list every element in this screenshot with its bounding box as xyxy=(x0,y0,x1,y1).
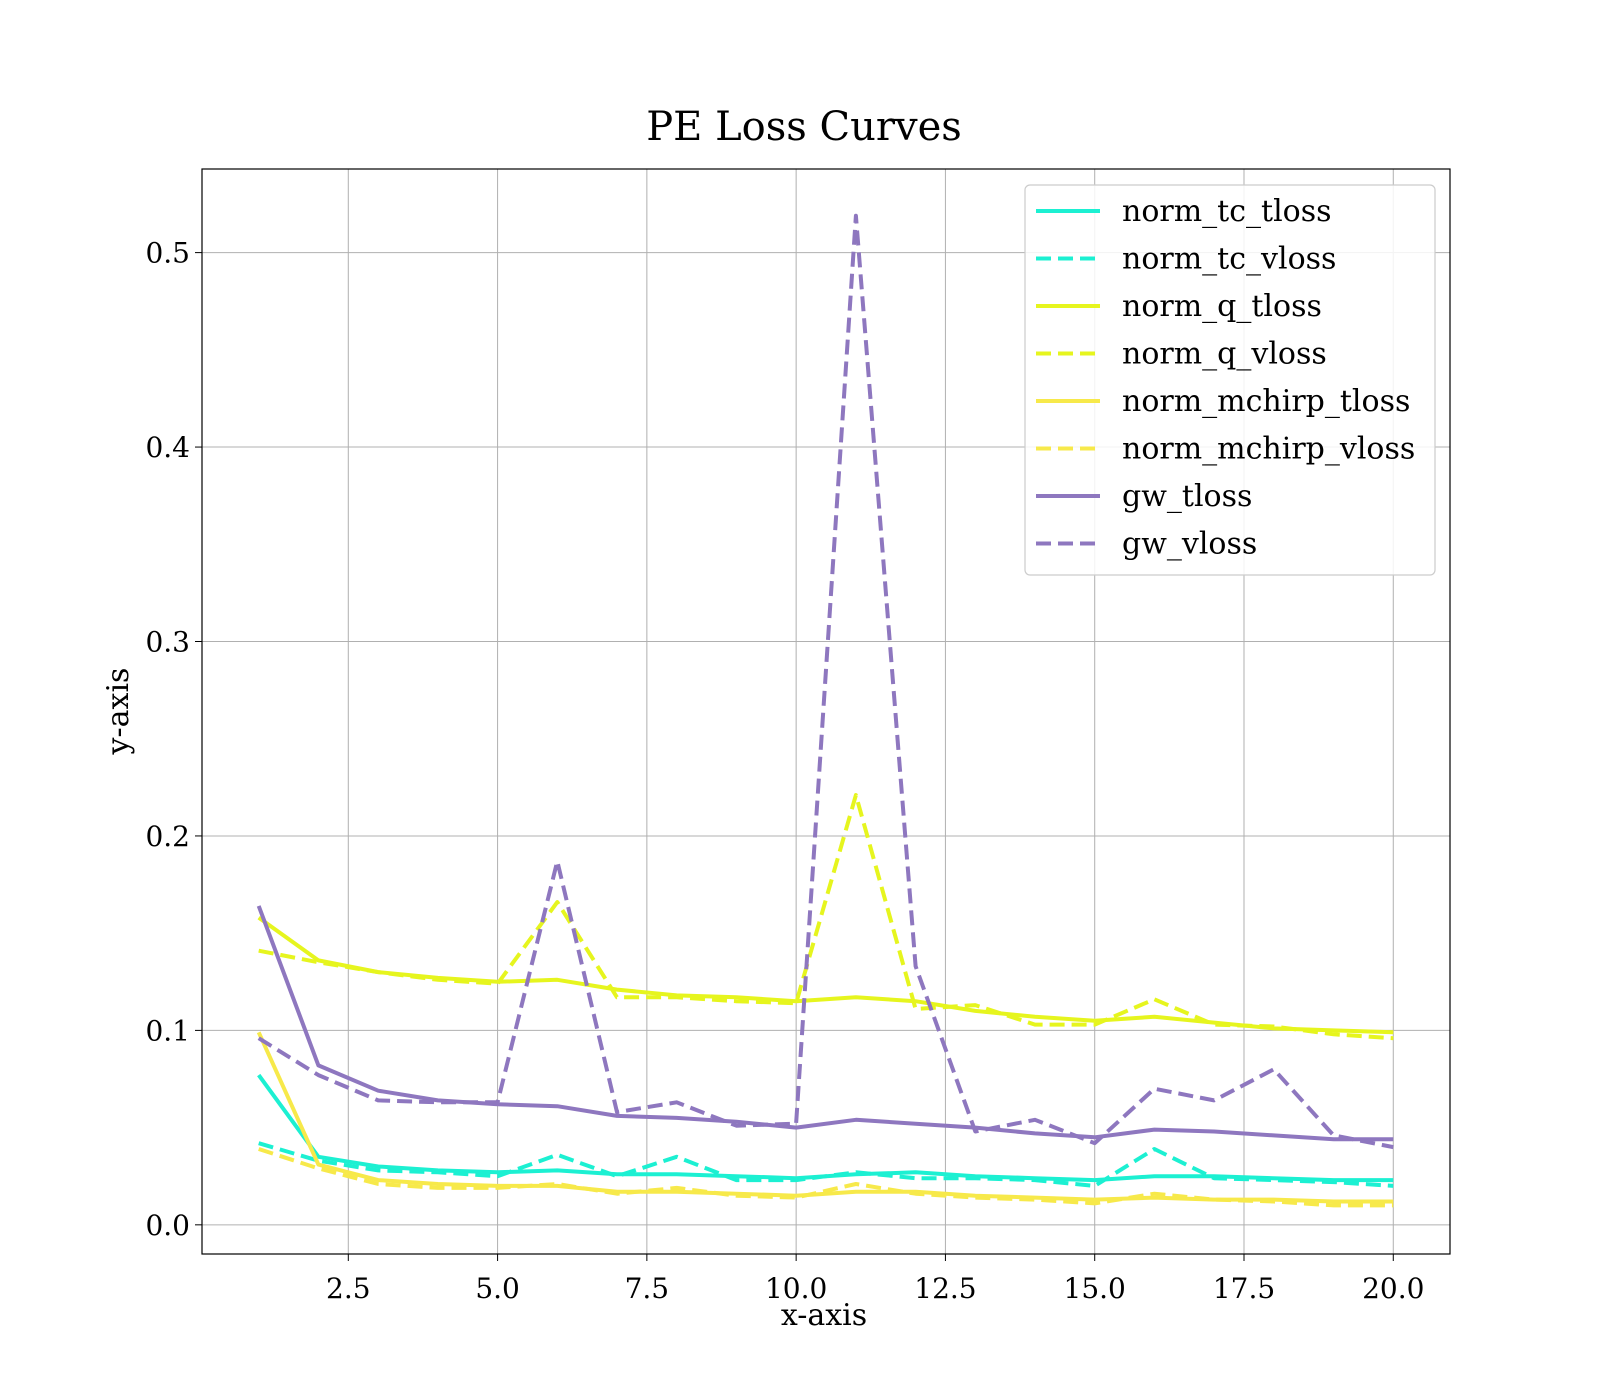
y-tick-label: 0.4 xyxy=(145,431,190,464)
y-axis-label: y-axis xyxy=(101,668,136,756)
series-line-norm-mchirp-vloss xyxy=(258,1147,1394,1208)
x-tick-label: 17.5 xyxy=(1213,1272,1275,1305)
series-line-norm-q-tloss xyxy=(257,915,1394,1035)
legend-box xyxy=(1024,184,1436,576)
legend-label: gw_vloss xyxy=(1122,527,1257,562)
legend-label: norm_mchirp_vloss xyxy=(1122,432,1415,467)
legend-label: norm_mchirp_tloss xyxy=(1122,384,1410,419)
series-layer xyxy=(256,213,1394,1208)
x-axis-label: x-axis xyxy=(781,1298,867,1333)
x-tick-label: 20.0 xyxy=(1362,1272,1424,1305)
series-line-norm-q-vloss xyxy=(258,793,1394,1041)
legend-label: norm_q_vloss xyxy=(1122,337,1327,372)
x-axis-ticks: 2.5 5.0 7.5 10.0 12.5 15.0 17.5 20.0 xyxy=(326,1254,1424,1305)
y-tick-label: 0.3 xyxy=(145,626,190,659)
series-line-norm-tc-vloss xyxy=(258,1141,1394,1188)
chart-title: PE Loss Curves xyxy=(646,104,962,150)
y-tick-label: 0.5 xyxy=(145,237,190,270)
series-line-norm-tc-tloss xyxy=(257,1073,1394,1183)
x-tick-label: 12.5 xyxy=(914,1272,976,1305)
y-axis-ticks: 0.0 0.1 0.2 0.3 0.4 0.5 xyxy=(145,237,202,1242)
legend-label: norm_tc_vloss xyxy=(1122,242,1336,277)
x-tick-label: 7.5 xyxy=(625,1272,670,1305)
x-tick-label: 15.0 xyxy=(1064,1272,1126,1305)
y-tick-label: 0.1 xyxy=(145,1014,190,1047)
plot-area-frame xyxy=(201,168,1451,1255)
legend-label: norm_q_tloss xyxy=(1122,289,1322,324)
y-tick-label: 0.2 xyxy=(145,820,190,853)
x-tick-label: 2.5 xyxy=(326,1272,371,1305)
legend-label: norm_tc_tloss xyxy=(1122,194,1332,229)
x-tick-label: 5.0 xyxy=(475,1272,520,1305)
y-tick-label: 0.0 xyxy=(145,1209,190,1242)
legend: norm_tc_tloss norm_tc_vloss norm_q_tlossno… xyxy=(1024,184,1436,576)
series-line-gw-vloss xyxy=(257,213,1394,1150)
x-tick-label: 10.0 xyxy=(765,1272,827,1305)
legend-label: gw_tloss xyxy=(1122,479,1252,514)
